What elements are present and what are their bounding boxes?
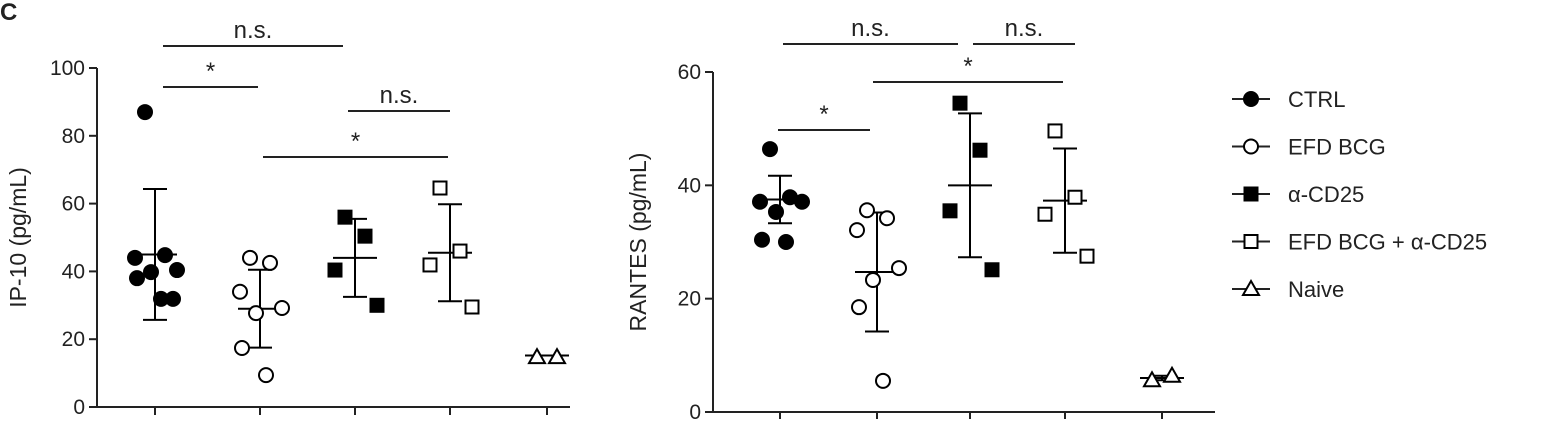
data-point xyxy=(234,340,250,357)
data-point xyxy=(752,193,768,210)
data-point xyxy=(768,203,784,220)
data-point xyxy=(859,202,875,219)
significance-label: n.s. xyxy=(234,17,273,44)
data-point xyxy=(1142,370,1162,388)
data-point xyxy=(143,264,159,281)
data-point xyxy=(369,297,385,313)
data-point xyxy=(527,347,547,365)
data-point xyxy=(942,203,958,219)
data-point xyxy=(794,193,810,210)
legend-marker xyxy=(1241,278,1261,296)
data-point xyxy=(754,231,770,248)
data-point xyxy=(169,262,185,279)
data-point xyxy=(357,228,373,244)
y-tick-label: 0 xyxy=(73,396,85,419)
significance-label: * xyxy=(206,58,215,85)
data-point xyxy=(972,142,988,158)
y-tick-label: 100 xyxy=(50,57,85,80)
data-point xyxy=(875,372,891,389)
data-point xyxy=(129,270,145,287)
y-tick-label: 80 xyxy=(62,125,85,148)
data-point xyxy=(865,271,881,288)
data-point xyxy=(1067,189,1083,205)
data-point xyxy=(232,283,248,300)
legend-label: Naive xyxy=(1288,277,1344,302)
legend-marker xyxy=(1243,234,1259,249)
data-point xyxy=(1079,248,1095,264)
data-point xyxy=(984,262,1000,278)
data-point xyxy=(432,180,448,196)
legend-marker xyxy=(1243,91,1259,107)
data-point xyxy=(849,222,865,239)
significance-label: n.s. xyxy=(1005,15,1044,42)
data-point xyxy=(248,305,264,322)
data-point xyxy=(1047,123,1063,139)
significance-label: * xyxy=(963,53,972,80)
data-point xyxy=(1162,365,1182,383)
legend-marker xyxy=(1243,138,1259,155)
legend-label: CTRL xyxy=(1288,87,1345,112)
data-point xyxy=(422,257,438,273)
data-point xyxy=(127,249,143,266)
data-point xyxy=(547,347,567,365)
data-point xyxy=(952,95,968,111)
data-point xyxy=(891,260,907,277)
y-tick-label: 40 xyxy=(678,174,701,197)
data-point xyxy=(327,262,343,278)
legend-label: EFD BCG + α-CD25 xyxy=(1288,230,1487,255)
panel-label: C xyxy=(0,0,17,26)
y-axis-label: IP-10 (pg/mL) xyxy=(5,167,31,308)
y-tick-label: 20 xyxy=(62,328,85,351)
data-point xyxy=(452,243,468,259)
data-point xyxy=(262,254,278,271)
data-point xyxy=(258,367,274,384)
significance-label: n.s. xyxy=(380,82,419,109)
data-point xyxy=(851,299,867,316)
y-tick-label: 60 xyxy=(62,193,85,216)
data-point xyxy=(274,300,290,317)
y-tick-label: 0 xyxy=(689,401,701,419)
significance-label: n.s. xyxy=(851,15,890,42)
y-tick-label: 60 xyxy=(678,61,701,84)
data-point xyxy=(337,209,353,225)
y-tick-label: 20 xyxy=(678,288,701,311)
data-point xyxy=(464,299,480,315)
data-point xyxy=(157,247,173,264)
y-axis-label: RANTES (pg/mL) xyxy=(625,153,651,332)
legend-label: α-CD25 xyxy=(1288,182,1364,207)
data-point xyxy=(242,249,258,266)
data-point xyxy=(762,141,778,158)
significance-label: * xyxy=(819,101,828,128)
data-point xyxy=(137,104,153,121)
data-point xyxy=(1037,206,1053,222)
y-tick-label: 40 xyxy=(62,260,85,283)
legend-label: EFD BCG xyxy=(1288,135,1386,160)
data-point xyxy=(879,210,895,227)
legend-marker xyxy=(1243,186,1259,202)
data-point xyxy=(165,290,181,307)
data-point xyxy=(778,234,794,250)
significance-label: * xyxy=(351,128,360,155)
